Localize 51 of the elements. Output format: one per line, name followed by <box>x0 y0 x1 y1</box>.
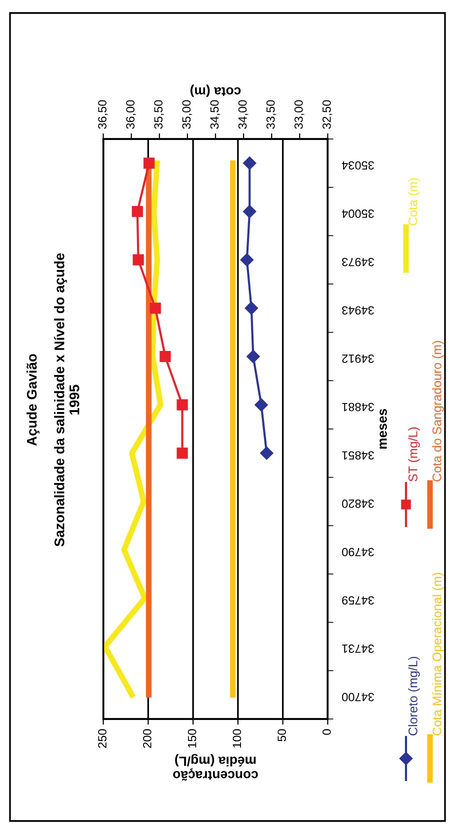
x-tick-label: 200 <box>142 729 152 748</box>
y-tick-label: 34912 <box>342 354 374 363</box>
x2-tick-label: 33,50 <box>266 100 276 129</box>
point <box>246 350 260 364</box>
y-tick-label: 34943 <box>342 306 374 315</box>
point <box>260 446 274 460</box>
x2-tick-label: 36,00 <box>126 100 136 129</box>
point <box>243 204 256 218</box>
y-tick-label: 34790 <box>342 548 374 556</box>
point <box>150 302 161 314</box>
point <box>244 302 258 315</box>
point <box>240 253 254 266</box>
x2-tick-label: 32,50 <box>322 100 332 129</box>
point <box>254 398 268 412</box>
x2-tick-label: 35,50 <box>154 100 164 129</box>
y-tick-label: 35034 <box>342 161 374 170</box>
point <box>132 206 143 218</box>
x2-tick-label: 34,00 <box>238 100 248 129</box>
text: Cota (m) <box>408 178 420 226</box>
x2-tick-label: 36,50 <box>98 100 108 129</box>
point <box>132 254 144 266</box>
y-axis-title: meses <box>380 408 387 449</box>
text: Cota Mínima Operacional (m) <box>432 572 444 736</box>
y-tick-label: 34881 <box>342 402 374 412</box>
y-tick-label: 34759 <box>342 596 374 605</box>
y-tick-label: 34973 <box>342 258 374 266</box>
text: ST (mg/L) <box>408 427 420 482</box>
y-tick-label: 35004 <box>342 210 374 218</box>
x2-tick-label: 34,50 <box>210 100 220 129</box>
point <box>144 158 155 169</box>
x2-tick-label: 35,00 <box>182 100 192 129</box>
x-axis-title: concentração média (mg/L) <box>173 754 258 781</box>
point <box>176 399 188 410</box>
x-tick-label: 100 <box>232 729 242 748</box>
y-tick-label: 34700 <box>342 692 374 702</box>
x-tick-label: 50 <box>278 729 286 742</box>
x2-axis-title: cota (m) <box>190 84 241 97</box>
x-tick-label: 150 <box>188 729 196 748</box>
text: Sazonalidade da salinidade x Nível do açude 1995 <box>54 253 80 546</box>
text: Açude Gavião <box>26 354 40 446</box>
point <box>243 156 256 170</box>
y-tick-label: 34851 <box>342 451 374 460</box>
x2-tick-label: 33,00 <box>294 100 304 129</box>
text: Cloreto (mg/L) <box>408 656 420 736</box>
x-tick-label: 250 <box>98 729 106 748</box>
text: Cota do Sangradouro (m) <box>432 341 444 482</box>
y-tick-label: 34820 <box>342 500 374 508</box>
y-tick-label: 34731 <box>342 644 374 653</box>
x-tick-label: 0 <box>322 729 331 735</box>
point <box>160 350 171 362</box>
point <box>176 448 188 459</box>
